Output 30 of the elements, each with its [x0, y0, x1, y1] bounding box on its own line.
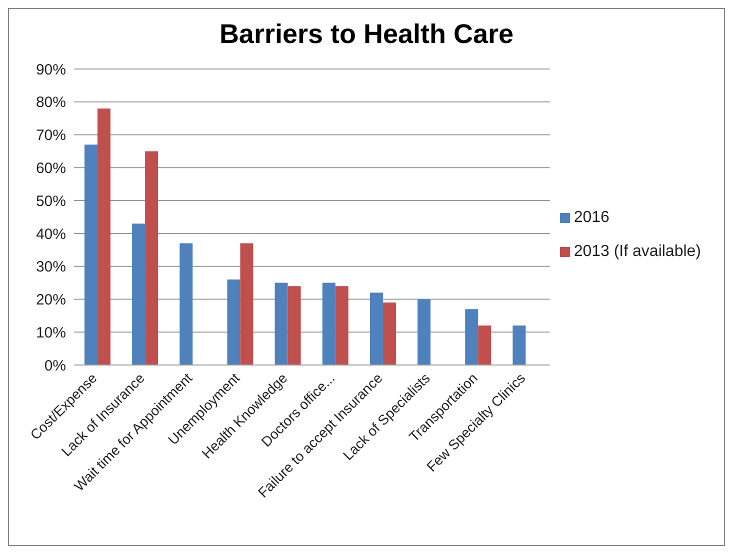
- legend-label: 2013 (If available): [574, 243, 701, 260]
- bar: [382, 302, 396, 365]
- bar: [465, 309, 478, 365]
- bar: [97, 108, 110, 365]
- bar: [274, 282, 288, 365]
- bar: [227, 279, 240, 365]
- y-tick-label: 40%: [36, 226, 66, 243]
- legend-label: 2016: [574, 209, 610, 226]
- bar: [322, 282, 336, 365]
- y-tick-label: 90%: [36, 61, 66, 78]
- bar: [512, 326, 526, 365]
- chart-title: Barriers to Health Care: [218, 18, 515, 51]
- y-tick-label: 0%: [44, 357, 66, 374]
- bar: [335, 286, 348, 365]
- y-tick-label: 80%: [36, 94, 66, 112]
- y-tick-label: 50%: [36, 192, 66, 210]
- y-tick-label: 70%: [36, 127, 66, 144]
- bar: [145, 151, 158, 365]
- y-tick-label: 20%: [36, 292, 66, 309]
- y-tick-label: 30%: [36, 258, 66, 276]
- y-tick-label: 10%: [36, 324, 66, 342]
- bar: [370, 292, 383, 365]
- bar: [288, 286, 301, 365]
- bar: [418, 299, 431, 365]
- bar: [132, 224, 146, 365]
- bar: [84, 144, 98, 365]
- bar: [240, 243, 254, 365]
- bar: [180, 243, 193, 365]
- bar: [478, 326, 492, 365]
- y-tick-label: 60%: [36, 160, 66, 177]
